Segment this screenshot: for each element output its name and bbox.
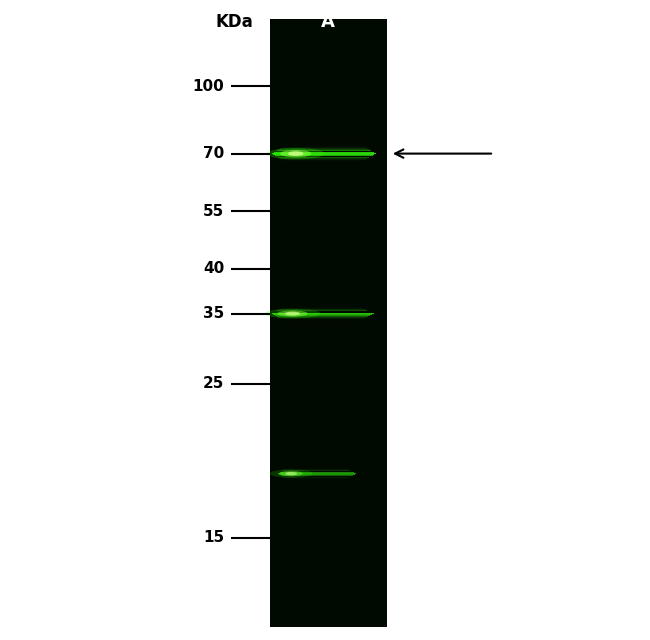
Ellipse shape: [285, 312, 300, 316]
Text: KDa: KDa: [215, 13, 253, 31]
Ellipse shape: [280, 150, 311, 157]
Text: 70: 70: [203, 146, 224, 161]
Bar: [270, 19, 387, 627]
Text: 40: 40: [203, 261, 224, 276]
Text: 35: 35: [203, 306, 224, 321]
Ellipse shape: [288, 151, 304, 156]
Ellipse shape: [270, 470, 313, 477]
Text: 100: 100: [192, 79, 224, 94]
Text: 15: 15: [203, 530, 224, 545]
Ellipse shape: [280, 471, 303, 476]
Ellipse shape: [277, 310, 308, 317]
Text: 55: 55: [203, 204, 224, 219]
Text: 25: 25: [203, 376, 224, 392]
Ellipse shape: [267, 148, 324, 159]
Ellipse shape: [285, 472, 297, 476]
Ellipse shape: [265, 309, 320, 319]
Text: A: A: [321, 13, 335, 31]
